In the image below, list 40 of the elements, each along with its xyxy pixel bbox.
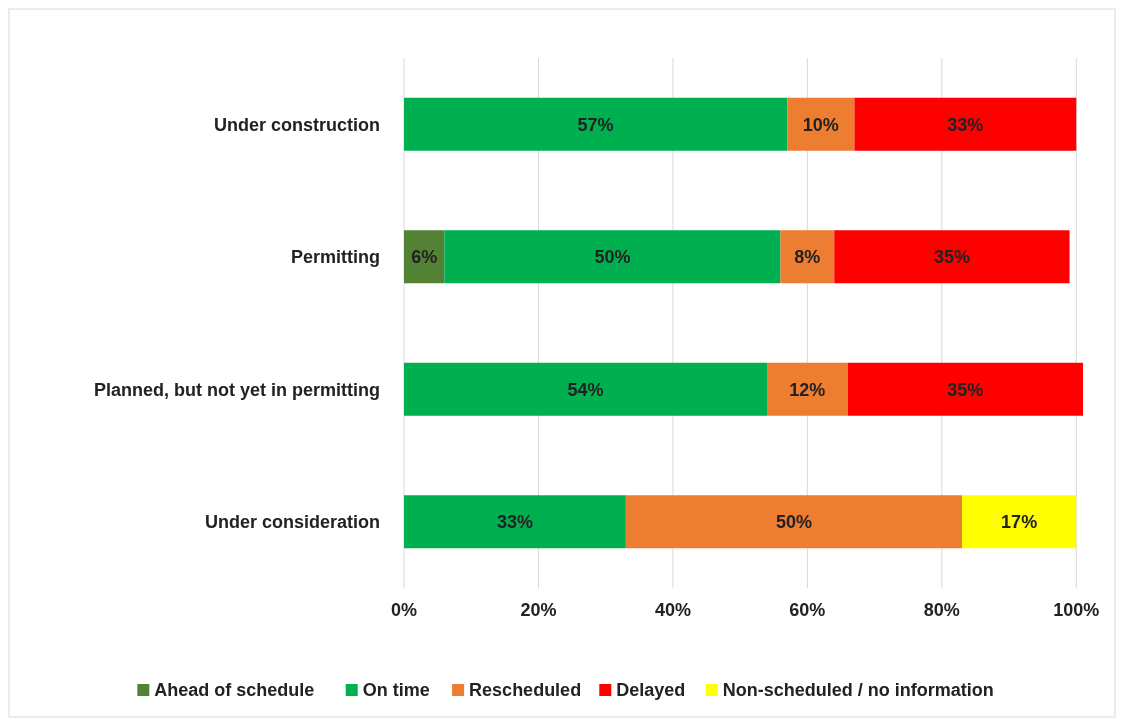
data-label: 6% [411,247,438,268]
bar [767,362,848,416]
data-label: 12% [789,379,826,400]
data-label: 50% [594,247,631,268]
data-label: 33% [496,512,533,533]
data-label: 33% [947,114,984,135]
bar [444,230,781,284]
bar [834,230,1070,284]
bar [404,495,626,549]
legend-label: Delayed [616,680,686,701]
bar [625,495,962,549]
data-label: 17% [1001,512,1038,533]
data-label: 35% [947,379,984,400]
data-label: 50% [775,512,812,533]
y-tick-label: Under consideration [204,512,380,533]
bar [854,97,1077,151]
legend-label: Non-scheduled / no information [722,680,994,701]
x-tick-label: 0% [390,600,418,620]
legend-label: Rescheduled [469,680,582,701]
bar [780,230,835,284]
x-tick-label: 80% [923,600,960,620]
bar [847,362,1083,416]
bar [404,97,788,151]
y-tick-label: Permitting [290,247,380,268]
data-label: 8% [794,247,821,268]
data-label: 54% [567,379,604,400]
legend-label: On time [362,680,430,701]
x-tick-label: 60% [789,600,826,620]
bar [961,495,1077,549]
legend-label: Ahead of schedule [154,680,315,701]
bar [404,362,768,416]
data-label: 57% [577,114,614,135]
y-tick-label: Under construction [213,114,380,135]
x-tick-label: 100% [1053,600,1100,620]
data-label: 10% [802,114,839,135]
x-tick-label: 20% [520,600,557,620]
x-tick-label: 40% [654,600,691,620]
data-label: 35% [933,247,970,268]
bar [787,97,855,151]
y-tick-label: Planned, but not yet in permitting [94,379,380,400]
